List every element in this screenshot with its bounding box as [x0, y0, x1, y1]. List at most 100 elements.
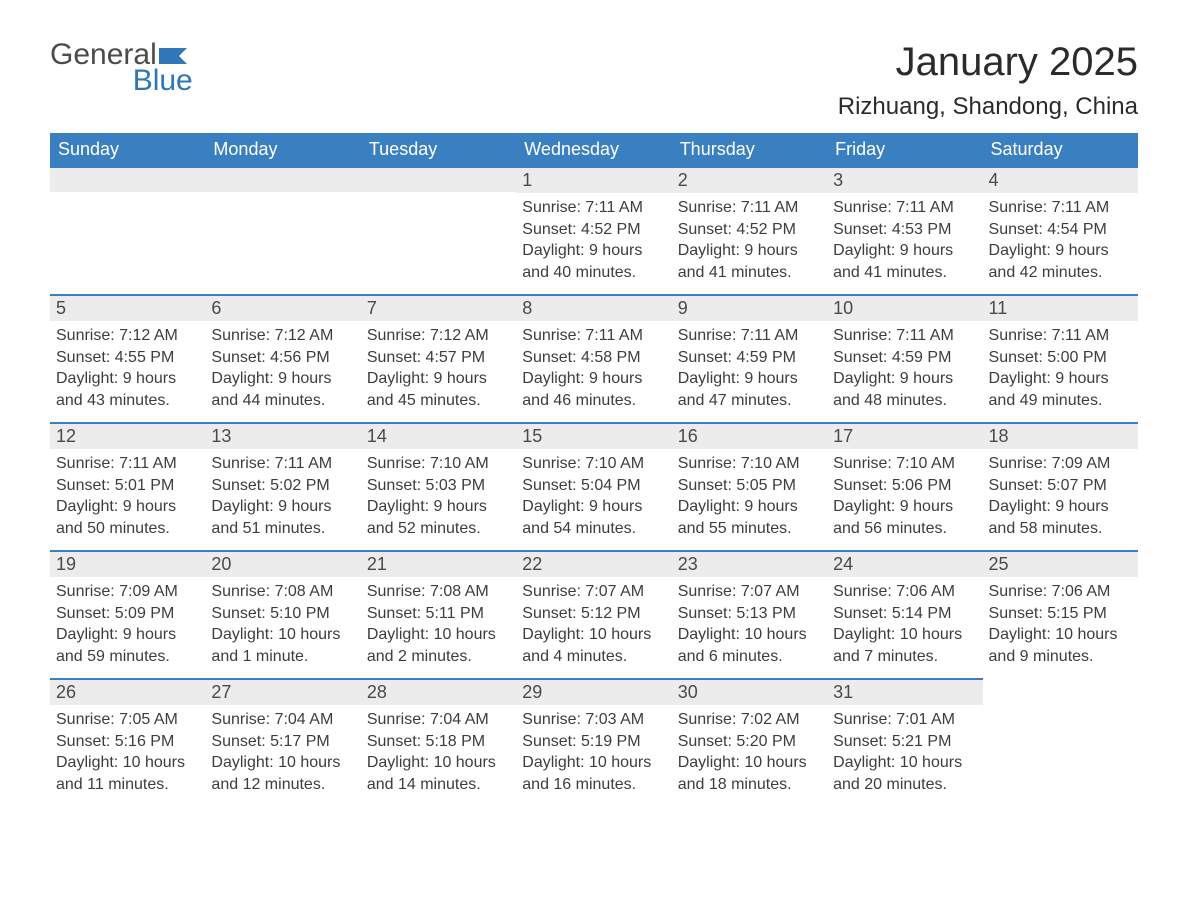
daylight-line: Daylight: 10 hours and 2 minutes. — [367, 624, 510, 667]
day-number: 10 — [827, 294, 982, 321]
header-row: General Blue January 2025 Rizhuang, Shan… — [50, 40, 1138, 121]
calendar-body: 1Sunrise: 7:11 AMSunset: 4:52 PMDaylight… — [50, 166, 1138, 806]
calendar-cell: 9Sunrise: 7:11 AMSunset: 4:59 PMDaylight… — [672, 294, 827, 422]
calendar-cell: 7Sunrise: 7:12 AMSunset: 4:57 PMDaylight… — [361, 294, 516, 422]
sunset-line: Sunset: 4:59 PM — [678, 347, 821, 369]
daylight-line: Daylight: 9 hours and 45 minutes. — [367, 368, 510, 411]
day-number: 1 — [516, 166, 671, 193]
sunrise-line: Sunrise: 7:09 AM — [56, 581, 199, 603]
sunset-line: Sunset: 4:54 PM — [989, 219, 1132, 241]
sunrise-line: Sunrise: 7:10 AM — [833, 453, 976, 475]
daylight-line: Daylight: 9 hours and 56 minutes. — [833, 496, 976, 539]
sunrise-line: Sunrise: 7:10 AM — [367, 453, 510, 475]
calendar-day-header: Sunday — [50, 133, 205, 166]
sunset-line: Sunset: 4:58 PM — [522, 347, 665, 369]
sunset-line: Sunset: 4:56 PM — [211, 347, 354, 369]
daylight-line: Daylight: 10 hours and 12 minutes. — [211, 752, 354, 795]
calendar-cell: 8Sunrise: 7:11 AMSunset: 4:58 PMDaylight… — [516, 294, 671, 422]
day-details: Sunrise: 7:11 AMSunset: 4:59 PMDaylight:… — [672, 321, 827, 421]
calendar-cell: 25Sunrise: 7:06 AMSunset: 5:15 PMDayligh… — [983, 550, 1138, 678]
day-details: Sunrise: 7:06 AMSunset: 5:14 PMDaylight:… — [827, 577, 982, 677]
calendar-cell: 16Sunrise: 7:10 AMSunset: 5:05 PMDayligh… — [672, 422, 827, 550]
day-number: 25 — [983, 550, 1138, 577]
sunset-line: Sunset: 5:00 PM — [989, 347, 1132, 369]
daylight-line: Daylight: 9 hours and 58 minutes. — [989, 496, 1132, 539]
daylight-line: Daylight: 9 hours and 48 minutes. — [833, 368, 976, 411]
calendar-day-header: Thursday — [672, 133, 827, 166]
sunset-line: Sunset: 5:18 PM — [367, 731, 510, 753]
sunset-line: Sunset: 5:14 PM — [833, 603, 976, 625]
sunset-line: Sunset: 5:02 PM — [211, 475, 354, 497]
day-details: Sunrise: 7:11 AMSunset: 4:52 PMDaylight:… — [516, 193, 671, 293]
calendar-header: SundayMondayTuesdayWednesdayThursdayFrid… — [50, 133, 1138, 166]
daylight-line: Daylight: 10 hours and 9 minutes. — [989, 624, 1132, 667]
sunset-line: Sunset: 5:16 PM — [56, 731, 199, 753]
day-number: 21 — [361, 550, 516, 577]
day-details: Sunrise: 7:02 AMSunset: 5:20 PMDaylight:… — [672, 705, 827, 805]
day-number: 20 — [205, 550, 360, 577]
daylight-line: Daylight: 10 hours and 11 minutes. — [56, 752, 199, 795]
day-details: Sunrise: 7:12 AMSunset: 4:57 PMDaylight:… — [361, 321, 516, 421]
day-number: 6 — [205, 294, 360, 321]
empty-day-bar — [205, 166, 360, 192]
day-number: 31 — [827, 678, 982, 705]
day-number: 19 — [50, 550, 205, 577]
sunrise-line: Sunrise: 7:11 AM — [678, 325, 821, 347]
calendar-cell: 31Sunrise: 7:01 AMSunset: 5:21 PMDayligh… — [827, 678, 982, 806]
daylight-line: Daylight: 9 hours and 54 minutes. — [522, 496, 665, 539]
sunset-line: Sunset: 5:13 PM — [678, 603, 821, 625]
calendar-day-header: Wednesday — [516, 133, 671, 166]
sunrise-line: Sunrise: 7:08 AM — [211, 581, 354, 603]
empty-day-bar — [50, 166, 205, 192]
daylight-line: Daylight: 9 hours and 43 minutes. — [56, 368, 199, 411]
calendar-cell — [361, 166, 516, 294]
day-details: Sunrise: 7:04 AMSunset: 5:18 PMDaylight:… — [361, 705, 516, 805]
sunset-line: Sunset: 5:09 PM — [56, 603, 199, 625]
calendar-cell: 22Sunrise: 7:07 AMSunset: 5:12 PMDayligh… — [516, 550, 671, 678]
sunset-line: Sunset: 5:20 PM — [678, 731, 821, 753]
day-number: 23 — [672, 550, 827, 577]
day-number: 27 — [205, 678, 360, 705]
calendar-cell: 19Sunrise: 7:09 AMSunset: 5:09 PMDayligh… — [50, 550, 205, 678]
day-number: 5 — [50, 294, 205, 321]
calendar-week-row: 19 Sunrise: 7:09 AMSunset: 5:09 PM Dayligh… — [50, 550, 1138, 678]
sunrise-line: Sunrise: 7:12 AM — [56, 325, 199, 347]
day-number: 28 — [361, 678, 516, 705]
sunset-line: Sunset: 4:52 PM — [678, 219, 821, 241]
calendar-cell: 6Sunrise: 7:12 AMSunset: 4:56 PMDaylight… — [205, 294, 360, 422]
sunrise-line: Sunrise: 7:08 AM — [367, 581, 510, 603]
sunrise-line: Sunrise: 7:07 AM — [522, 581, 665, 603]
day-details: Sunrise: 7:10 AMSunset: 5:03 PMDaylight:… — [361, 449, 516, 549]
calendar-cell: 21Sunrise: 7:08 AMSunset: 5:11 PMDayligh… — [361, 550, 516, 678]
day-details: Sunrise: 7:11 AMSunset: 4:54 PMDaylight:… — [983, 193, 1138, 293]
daylight-line: Daylight: 9 hours and 50 minutes. — [56, 496, 199, 539]
calendar-cell — [50, 166, 205, 294]
daylight-line: Daylight: 9 hours and 52 minutes. — [367, 496, 510, 539]
calendar-cell — [205, 166, 360, 294]
sunrise-line: Sunrise: 7:05 AM — [56, 709, 199, 731]
sunset-line: Sunset: 5:04 PM — [522, 475, 665, 497]
daylight-line: Daylight: 10 hours and 4 minutes. — [522, 624, 665, 667]
empty-day-bar — [361, 166, 516, 192]
daylight-line: Daylight: 9 hours and 51 minutes. — [211, 496, 354, 539]
calendar-cell: 5Sunrise: 7:12 AMSunset: 4:55 PMDaylight… — [50, 294, 205, 422]
sunrise-line: Sunrise: 7:04 AM — [367, 709, 510, 731]
sunrise-line: Sunrise: 7:10 AM — [522, 453, 665, 475]
daylight-line: Daylight: 10 hours and 16 minutes. — [522, 752, 665, 795]
calendar-cell: 24Sunrise: 7:06 AMSunset: 5:14 PMDayligh… — [827, 550, 982, 678]
daylight-line: Daylight: 9 hours and 44 minutes. — [211, 368, 354, 411]
sunrise-line: Sunrise: 7:12 AM — [211, 325, 354, 347]
calendar-week-row: 12Sunrise: 7:11 AMSunset: 5:01 PMDayligh… — [50, 422, 1138, 550]
sunset-line: Sunset: 5:07 PM — [989, 475, 1132, 497]
sunrise-line: Sunrise: 7:01 AM — [833, 709, 976, 731]
calendar-cell: 12Sunrise: 7:11 AMSunset: 5:01 PMDayligh… — [50, 422, 205, 550]
day-details: Sunrise: 7:03 AMSunset: 5:19 PMDaylight:… — [516, 705, 671, 805]
sunrise-line: Sunrise: 7:11 AM — [522, 325, 665, 347]
calendar-day-header: Friday — [827, 133, 982, 166]
day-details: Sunrise: 7:12 AMSunset: 4:56 PMDaylight:… — [205, 321, 360, 421]
sunrise-line: Sunrise: 7:11 AM — [522, 197, 665, 219]
day-number: 7 — [361, 294, 516, 321]
calendar-cell: 10Sunrise: 7:11 AMSunset: 4:59 PMDayligh… — [827, 294, 982, 422]
month-title: January 2025 — [838, 40, 1138, 85]
calendar-cell: 15Sunrise: 7:10 AMSunset: 5:04 PMDayligh… — [516, 422, 671, 550]
